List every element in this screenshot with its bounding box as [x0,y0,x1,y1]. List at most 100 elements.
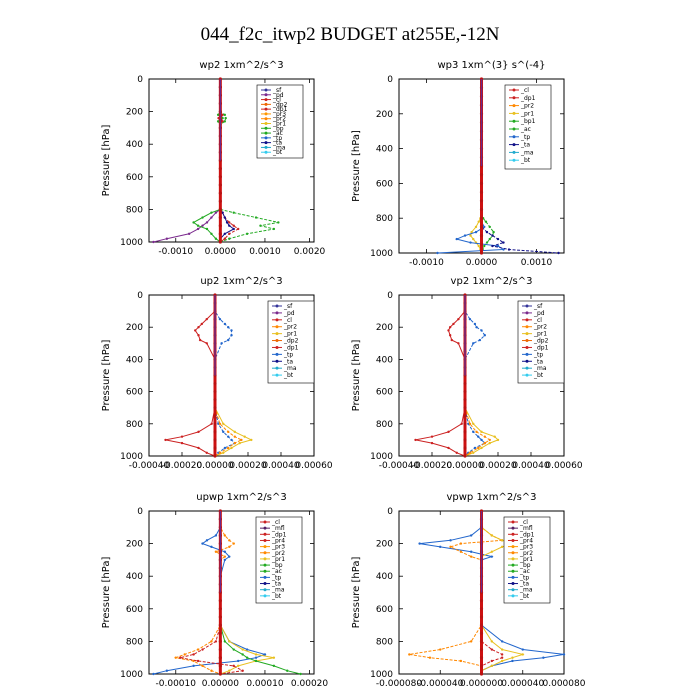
series-point [448,326,452,329]
series-point [223,550,227,553]
series-point [263,653,267,656]
legend-label: _ta [533,358,543,365]
x-tick-label: -0.000040 [417,679,463,689]
x-tick-label: 0.000080 [543,679,586,689]
series-point [232,227,235,231]
y-tick-label: 400 [126,140,143,150]
x-tick-label: -0.00020 [162,461,203,471]
legend-marker [264,112,268,116]
series-point [210,216,213,219]
series-point [457,342,460,345]
x-tick-label: 0.00010 [246,679,283,689]
series-point [491,244,494,248]
series-point [490,534,494,537]
legend-label: _pr4 [271,537,285,544]
series-point [245,656,249,659]
legend-label: _pr1 [272,121,286,128]
legend-label: _cl [519,519,528,526]
legend-label: _bp1 [520,118,536,125]
x-tick-label: 0.00000 [202,679,239,689]
series-point [430,441,434,445]
zero-profile-point [479,199,484,203]
y-tick-label: 600 [376,179,393,189]
legend-marker [264,107,268,111]
series-point [491,234,494,237]
legend-label: _ac [519,568,530,575]
series-point [254,656,258,659]
series-point [236,659,240,663]
legend-label: _cl [272,97,281,104]
series-point [205,317,208,321]
series-point [507,248,511,251]
series-point [227,326,230,329]
x-tick-label: 0.0010 [521,258,553,268]
zero-profile-point [218,240,222,244]
legend-label: _ma [283,365,297,372]
zero-profile-point [479,631,484,635]
series-point [152,672,155,676]
series-point [475,430,478,434]
series-point [200,322,203,326]
series-point [241,653,244,656]
series-point [473,446,477,450]
zero-profile-point [479,656,484,660]
zero-profile-point [463,406,467,410]
series-point [483,441,486,445]
legend-marker [263,563,267,567]
series-point [223,237,227,240]
series-point [210,232,213,236]
series-point [197,430,200,434]
series-point [477,435,480,438]
legend-marker [263,575,267,579]
legend-label: _tp [283,351,293,358]
series-point [483,334,486,337]
series-line-pr2 [464,295,491,457]
series-point [459,550,463,553]
series-point [492,230,495,234]
series-point [228,237,231,240]
series-point [448,334,452,337]
y-axis-label: Pressure [hPa] [101,125,112,197]
series-point [254,659,258,663]
zero-profile-point [463,398,467,402]
x-tick-label: 0.0000 [466,258,498,268]
series-point [194,329,197,332]
zero-profile-point [218,631,222,635]
series-point [414,438,417,442]
series-point [165,669,169,672]
legend-box [255,516,303,604]
legend-label: _bp [519,562,531,569]
legend-marker [525,311,529,315]
series-point [474,225,478,229]
series-point [223,446,227,450]
legend-marker [264,145,268,149]
series-point [468,317,472,321]
x-tick-label: 0.00060 [295,461,332,471]
y-tick-label: 1000 [120,238,143,248]
series-point [500,545,504,549]
legend-label: _dp2 [283,338,299,345]
series-point [192,221,195,224]
zero-profile-point [213,390,217,394]
x-tick-label: -0.0010 [158,247,193,257]
series-point [480,446,483,450]
legend-box [256,84,304,159]
series-point [196,648,200,651]
legend-label: _tp [272,135,282,142]
zero-profile-point [218,607,222,611]
series-point [210,211,213,214]
series-point [201,648,204,651]
x-tick-label: 0.00000 [446,461,483,471]
legend-marker [263,569,267,573]
series-point [223,120,227,123]
legend-label: _pr1 [283,331,297,338]
series-point [192,653,195,656]
legend-label: _bp [272,125,284,132]
series-point [472,422,475,425]
x-tick-label: 0.0000 [205,247,237,257]
series-point [488,237,491,241]
legend-marker [512,158,516,162]
series-point [228,669,231,672]
series-point [488,225,491,229]
legend-marker [511,557,515,561]
